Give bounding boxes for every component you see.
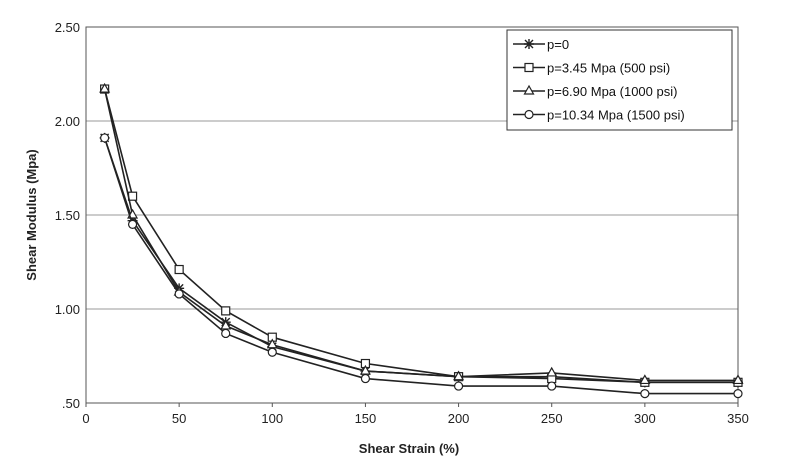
y-tick-label: 1.00: [55, 302, 80, 317]
legend-label: p=0: [547, 37, 569, 52]
legend-item: p=6.90 Mpa (1000 psi): [513, 84, 677, 99]
series-group: [99, 82, 744, 399]
legend-item: p=10.34 Mpa (1500 psi): [513, 108, 685, 123]
data-point: [732, 374, 744, 385]
legend-label: p=10.34 Mpa (1500 psi): [547, 108, 685, 123]
data-point: [640, 389, 650, 399]
data-point: [127, 219, 138, 229]
x-tick-label: 250: [541, 411, 563, 426]
legend-marker: [524, 109, 534, 120]
legend-item: p=3.45 Mpa (500 psi): [513, 61, 670, 76]
legend-label: p=3.45 Mpa (500 psi): [547, 61, 670, 76]
x-tick-label: 50: [172, 411, 186, 426]
series-line: [103, 137, 738, 384]
x-axis-title: Shear Strain (%): [359, 441, 459, 456]
y-tick-label: .50: [62, 396, 80, 411]
y-axis-ticks: .50 1.00 1.50 2.00 2.50: [55, 20, 80, 411]
legend: p=0 p=3.45 Mpa (500 psi) p=6.90 Mpa (1000 …: [506, 29, 733, 131]
x-tick-label: 200: [448, 411, 470, 426]
data-point: [174, 289, 184, 299]
x-tick-label: 150: [355, 411, 377, 426]
x-tick-label: 0: [82, 411, 89, 426]
series-line: [103, 88, 738, 382]
data-point: [639, 374, 651, 385]
data-point: [733, 389, 743, 399]
data-point: [546, 366, 558, 377]
x-axis-ticks: 0 50 100 150 200 250 300 350: [82, 403, 749, 426]
legend-marker: [524, 62, 534, 73]
data-point: [453, 370, 465, 381]
data-point: [453, 381, 464, 391]
y-axis-title: Shear Modulus (Mpa): [24, 149, 39, 280]
series-line: [103, 88, 738, 384]
legend-marker: [524, 39, 534, 49]
x-tick-label: 350: [727, 411, 749, 426]
series-4: [100, 133, 743, 399]
data-point: [221, 328, 231, 339]
data-point: [547, 381, 557, 391]
plot-frame: [85, 26, 739, 404]
x-tick-label: 100: [261, 411, 283, 426]
data-point: [221, 306, 231, 316]
data-point: [267, 347, 277, 357]
x-tick-label: 300: [634, 411, 656, 426]
data-point: [174, 264, 184, 275]
y-tick-label: 2.50: [55, 20, 80, 35]
legend-marker: [523, 84, 535, 95]
data-point: [100, 133, 110, 143]
series-line: [103, 137, 738, 395]
legend-label: p=6.90 Mpa (1000 psi): [547, 84, 677, 99]
legend-item: p=0: [513, 37, 569, 52]
y-tick-label: 1.50: [55, 208, 80, 223]
data-point: [99, 82, 111, 93]
data-point: [360, 373, 371, 384]
series-1: [99, 132, 743, 388]
legend-box: [506, 29, 733, 131]
y-tick-label: 2.00: [55, 114, 80, 129]
